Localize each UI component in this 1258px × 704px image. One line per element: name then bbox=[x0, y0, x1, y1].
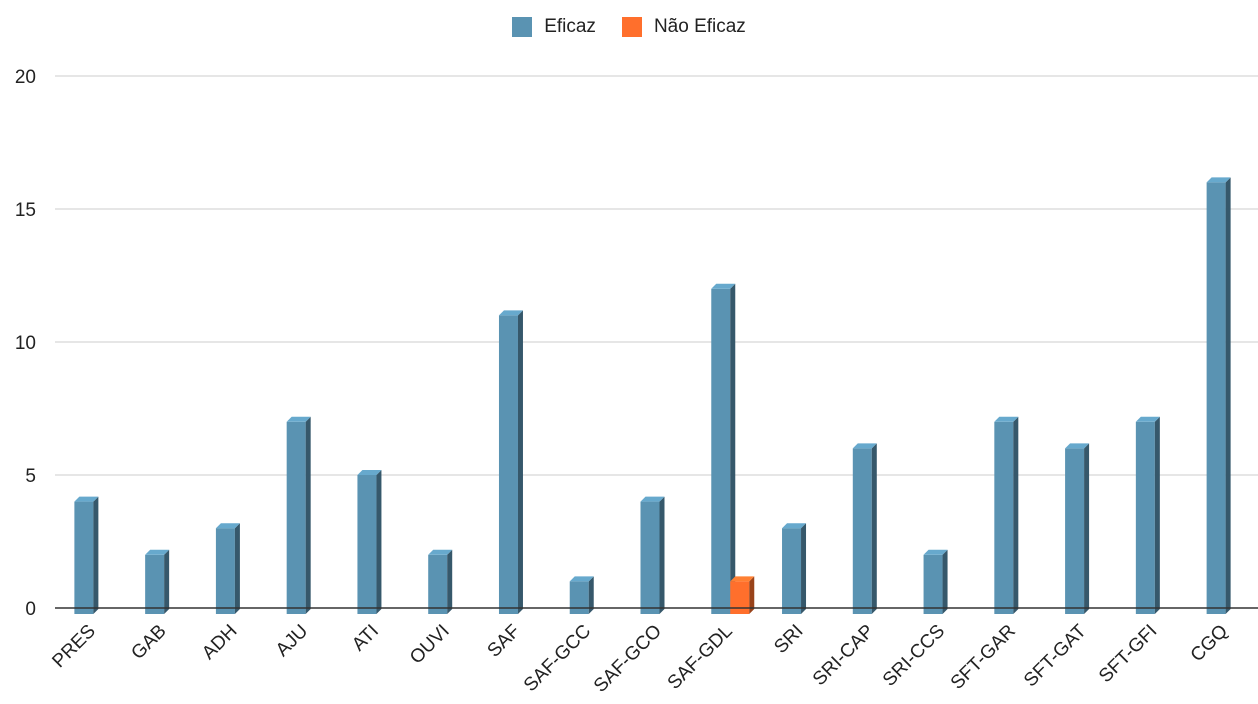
bar-top bbox=[640, 496, 665, 502]
x-tick-label: SRI-CCS bbox=[879, 621, 949, 691]
x-tick-label: ATI bbox=[348, 621, 383, 656]
bar-top bbox=[357, 470, 382, 475]
bar bbox=[923, 554, 943, 614]
bar bbox=[569, 581, 589, 614]
legend-swatch-eficaz bbox=[512, 17, 533, 37]
x-tick-label: SAF-GCO bbox=[590, 621, 666, 697]
bar-side bbox=[305, 416, 311, 614]
x-tick-label: SAF-GCC bbox=[520, 621, 595, 696]
legend-swatch-nao-eficaz bbox=[621, 17, 642, 37]
bar-top bbox=[286, 416, 311, 422]
bar-side bbox=[517, 310, 523, 614]
bar-top bbox=[498, 310, 523, 316]
bar-side bbox=[376, 470, 382, 614]
y-tick-label: 5 bbox=[25, 466, 36, 487]
bar bbox=[640, 501, 660, 614]
bar-side bbox=[1154, 416, 1160, 614]
bar bbox=[145, 554, 165, 614]
bar-side bbox=[1225, 177, 1231, 614]
bar-side bbox=[447, 549, 453, 614]
chart-legend: Eficaz Não Eficaz bbox=[0, 16, 1258, 38]
x-tick-label: SRI-CAP bbox=[809, 621, 878, 690]
bar-side bbox=[871, 443, 877, 614]
bar-side bbox=[93, 496, 99, 614]
bar-top bbox=[1065, 443, 1090, 449]
bar-side bbox=[730, 283, 736, 614]
x-tick-label: SFT-GAR bbox=[947, 621, 1020, 694]
bar-top bbox=[215, 523, 240, 529]
bar bbox=[782, 528, 802, 614]
x-tick-label: SFT-GFI bbox=[1095, 621, 1161, 687]
y-tick-label: 20 bbox=[15, 67, 36, 88]
bar-top bbox=[782, 523, 807, 529]
bar bbox=[74, 501, 94, 614]
x-tick-label: PRES bbox=[48, 621, 99, 672]
bar-top bbox=[711, 283, 736, 289]
bar-top bbox=[923, 549, 948, 555]
x-tick-label: SAF bbox=[484, 621, 525, 662]
bar bbox=[1065, 448, 1085, 614]
bar bbox=[498, 315, 518, 614]
legend-item-eficaz[interactable]: Eficaz bbox=[512, 16, 596, 38]
x-tick-label: AJU bbox=[272, 621, 312, 661]
bar bbox=[1206, 182, 1226, 614]
bar-top bbox=[569, 576, 594, 582]
y-tick-label: 0 bbox=[25, 599, 36, 620]
bar-top bbox=[74, 496, 99, 502]
bar-top bbox=[730, 576, 755, 582]
x-tick-label: ADH bbox=[198, 621, 241, 664]
bar-side bbox=[164, 549, 170, 614]
bar bbox=[357, 475, 377, 614]
legend-label-nao-eficaz: Não Eficaz bbox=[653, 16, 746, 37]
bar-top bbox=[1135, 416, 1160, 422]
bar bbox=[1135, 421, 1155, 614]
bar-top bbox=[852, 443, 877, 449]
x-tick-label: OUVI bbox=[406, 621, 454, 669]
y-tick-label: 10 bbox=[15, 333, 36, 354]
legend-item-nao-eficaz[interactable]: Não Eficaz bbox=[621, 16, 746, 38]
x-tick-label: SAF-GDL bbox=[664, 621, 737, 694]
y-tick-label: 15 bbox=[15, 200, 36, 221]
legend-label-eficaz: Eficaz bbox=[544, 16, 596, 37]
bar-side bbox=[942, 549, 948, 614]
x-tick-label: SRI bbox=[770, 621, 807, 658]
bar-side bbox=[1084, 443, 1090, 614]
bar bbox=[286, 421, 306, 614]
bar bbox=[730, 581, 750, 614]
bar-side bbox=[749, 576, 755, 614]
bar-side bbox=[1013, 416, 1019, 614]
bar-top bbox=[994, 416, 1019, 422]
bar bbox=[711, 288, 731, 614]
bar bbox=[994, 421, 1014, 614]
bar-side bbox=[234, 523, 240, 614]
bar bbox=[215, 528, 235, 614]
x-tick-label: SFT-GAT bbox=[1020, 620, 1091, 691]
bar bbox=[428, 554, 448, 614]
bar bbox=[852, 448, 872, 614]
bar-side bbox=[588, 576, 594, 614]
bar-side bbox=[801, 523, 807, 614]
x-tick-label: GAB bbox=[127, 621, 170, 664]
bar-top bbox=[1206, 177, 1231, 183]
bar-side bbox=[659, 496, 665, 614]
x-tick-label: CGQ bbox=[1187, 621, 1232, 666]
bar-top bbox=[428, 549, 453, 555]
bar-top bbox=[145, 549, 170, 555]
